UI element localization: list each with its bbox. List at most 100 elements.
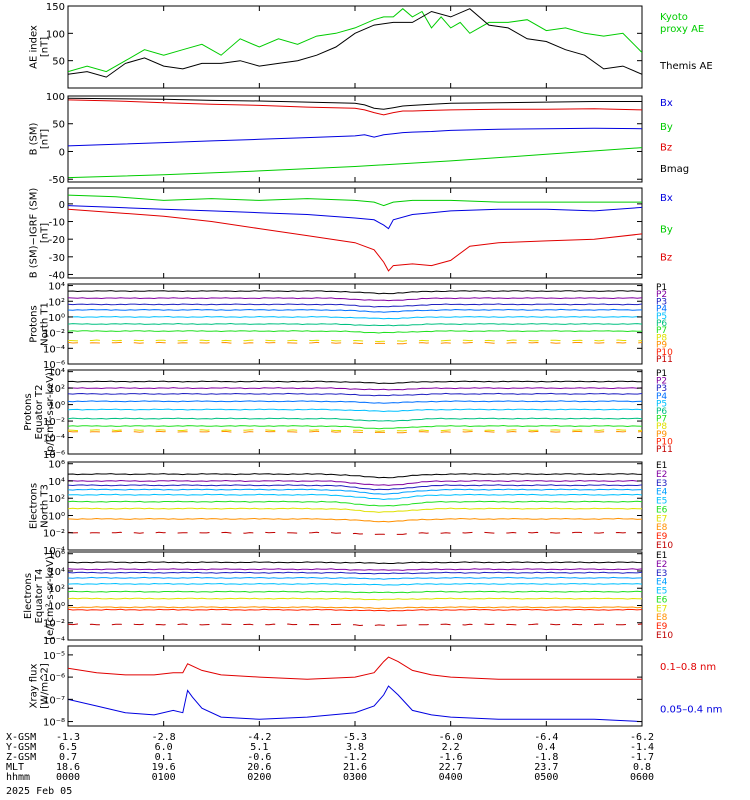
y-tick-label: 10² [48,494,65,505]
series-line-by [68,194,642,207]
legend-entry: Kyoto [660,12,688,23]
y-axis-label: [nT] [40,223,51,243]
flux-line-p6 [68,322,642,327]
panel-frame [67,5,643,89]
y-tick-label: 10⁻⁴ [43,636,65,647]
y-tick-label: 50 [52,120,65,131]
y-tick-label: 10⁻² [43,529,65,540]
footer-value: 6.0 [155,742,173,753]
legend-entry: Bx [660,193,673,204]
flux-line-e6 [68,500,642,507]
flux-line-e7 [68,507,642,513]
panel-bdelta: 0 -10 -20 -30 -40 B (SM)−IGRF (SM) [nT] Bx By Bz [29,187,673,281]
legend-entry: P5 [656,399,667,409]
footer-value: 19.6 [152,762,176,773]
y-tick-label: 10⁻² [43,329,65,340]
flux-line-p4 [68,400,642,404]
y-tick-label: 10⁻² [43,417,65,428]
legend-entry: Bz [660,143,672,154]
legend-entry: proxy AE [660,24,704,35]
y-axis-label: [nT] [40,37,51,57]
flux-line-e3 [68,484,642,491]
legend-entry: E4 [656,488,668,498]
y-tick-label: 10⁻⁶ [43,673,65,684]
legend-entry: P5 [656,312,667,322]
footer-value: -1.6 [439,752,463,763]
panel-pe: 10⁴ 10² 10⁰ 10⁻² 10⁻⁴ 10⁻⁶ Protons Equator T2 [p… [23,368,673,461]
series-line-bx [68,205,642,230]
y-tick-label: -20 [49,235,65,246]
flux-line-e8 [68,606,642,610]
flux-line-e2 [68,568,642,571]
footer-value: -6.4 [534,732,558,743]
plot-area [68,561,642,627]
legend-entry: P8 [656,333,667,343]
y-tick-label: 10⁻⁶ [43,360,65,371]
series-line-bx [68,127,642,147]
legend-entry: E7 [656,604,667,614]
legend-entry: By [660,225,673,236]
footer-value: -5.3 [343,732,367,743]
footer-value: 0600 [630,772,654,783]
y-axis-label: [nT] [40,129,51,149]
flux-line-e9 [68,608,642,612]
plot-area [68,380,642,434]
plot-area [68,8,642,78]
footer-value: 0.4 [537,742,555,753]
y-tick-label: 10⁰ [48,511,65,522]
y-tick-label: 50 [52,57,65,68]
footer-row-label: X-GSM [6,732,36,743]
flux-line-e1 [68,473,642,479]
y-axis-label: Xray flux [29,664,40,709]
footer-row-label: Z-GSM [6,752,36,763]
plot-area [68,97,642,179]
legend-entry: P11 [656,355,673,365]
y-axis-label: [W/m^2] [40,663,51,709]
series-line-by [68,147,642,179]
y-tick-label: -10 [49,218,65,229]
flux-line-p5 [68,408,642,413]
flux-line-p5 [68,315,642,320]
plot-area [68,194,642,272]
footer-value: 20.6 [247,762,271,773]
y-tick-label: 10⁶ [48,460,65,471]
legend-entry: P1 [656,283,667,293]
flux-line-e8 [68,517,642,523]
y-tick-label: 10⁻⁴ [43,344,65,355]
flux-line-p3 [68,303,642,308]
date-label: 2025 Feb 05 [6,786,72,797]
legend-entry: E6 [656,595,668,605]
y-tick-label: 10⁰ [48,401,65,412]
flux-line-p2 [68,387,642,391]
footer-value: 3.8 [346,742,364,753]
footer-value: 0300 [343,772,367,783]
y-tick-label: -40 [49,270,65,281]
legend-entry: P2 [656,377,667,387]
panel-frame [67,551,643,641]
legend-entry: E1 [656,551,667,561]
legend-entry: P11 [656,445,673,455]
legend-entry: E3 [656,479,667,489]
flux-line-p9 [68,341,642,345]
footer-value: 0400 [439,772,463,783]
y-tick-label: 10² [48,384,65,395]
panel-frame [67,187,643,279]
footer-value: 18.6 [56,762,80,773]
y-tick-label: 100 [46,29,65,40]
y-axis-label: Electrons [23,573,34,619]
y-tick-label: -30 [49,253,65,264]
legend-entry: E8 [656,613,668,623]
series-line-bz [68,208,642,272]
flux-line-p1 [68,380,642,385]
flux-line-e7 [68,597,642,601]
legend-entry: E10 [656,541,673,551]
y-axis-label: Equator T4 [34,569,45,624]
y-tick-label: 150 [46,2,65,13]
flux-line-e4 [68,488,642,495]
legend-entry: P9 [656,341,667,351]
flux-line-e3 [68,571,642,575]
footer-value: 0100 [152,772,176,783]
legend-entry: P7 [656,326,667,336]
